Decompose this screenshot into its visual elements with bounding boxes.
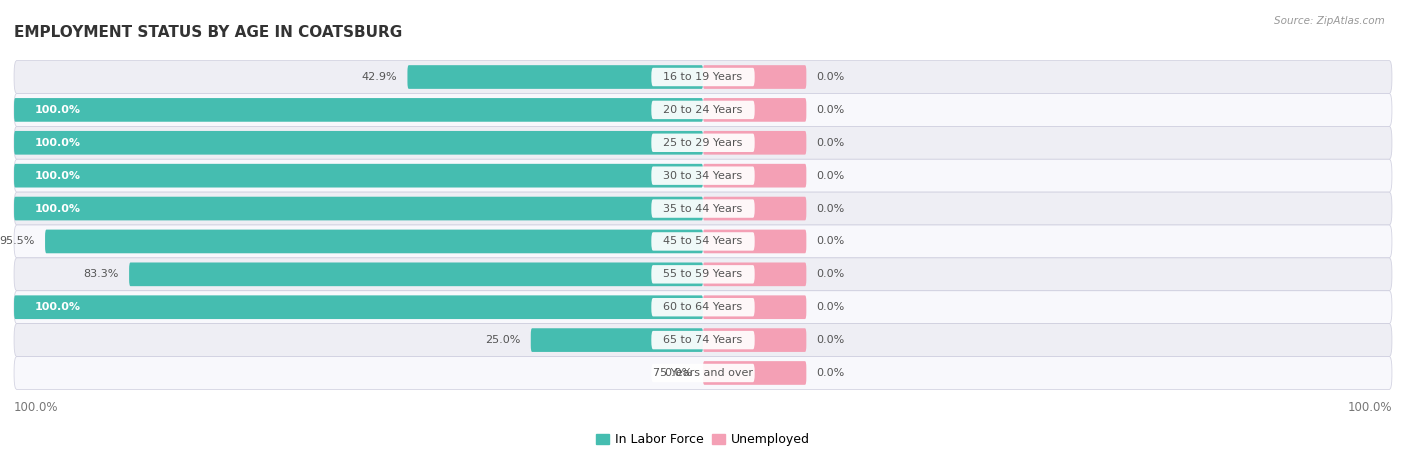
Text: EMPLOYMENT STATUS BY AGE IN COATSBURG: EMPLOYMENT STATUS BY AGE IN COATSBURG	[14, 25, 402, 40]
FancyBboxPatch shape	[703, 164, 807, 188]
Text: Source: ZipAtlas.com: Source: ZipAtlas.com	[1274, 16, 1385, 26]
Text: 0.0%: 0.0%	[817, 138, 845, 148]
Text: 30 to 34 Years: 30 to 34 Years	[664, 171, 742, 180]
FancyBboxPatch shape	[14, 324, 1392, 356]
FancyBboxPatch shape	[14, 126, 1392, 159]
FancyBboxPatch shape	[703, 361, 807, 385]
Text: 0.0%: 0.0%	[817, 368, 845, 378]
FancyBboxPatch shape	[14, 98, 703, 122]
FancyBboxPatch shape	[703, 98, 807, 122]
FancyBboxPatch shape	[14, 159, 1392, 192]
Text: 0.0%: 0.0%	[817, 72, 845, 82]
Text: 0.0%: 0.0%	[817, 335, 845, 345]
Text: 35 to 44 Years: 35 to 44 Years	[664, 203, 742, 214]
Text: 60 to 64 Years: 60 to 64 Years	[664, 302, 742, 312]
FancyBboxPatch shape	[14, 291, 1392, 324]
Text: 100.0%: 100.0%	[14, 401, 59, 414]
Text: 100.0%: 100.0%	[35, 138, 80, 148]
Text: 100.0%: 100.0%	[35, 203, 80, 214]
FancyBboxPatch shape	[14, 164, 703, 188]
FancyBboxPatch shape	[651, 199, 755, 218]
FancyBboxPatch shape	[14, 197, 703, 220]
Text: 0.0%: 0.0%	[665, 368, 693, 378]
FancyBboxPatch shape	[129, 262, 703, 286]
Text: 25.0%: 25.0%	[485, 335, 520, 345]
Text: 95.5%: 95.5%	[0, 236, 35, 247]
FancyBboxPatch shape	[651, 265, 755, 284]
FancyBboxPatch shape	[651, 232, 755, 251]
FancyBboxPatch shape	[703, 65, 807, 89]
Text: 0.0%: 0.0%	[817, 105, 845, 115]
FancyBboxPatch shape	[14, 131, 703, 155]
FancyBboxPatch shape	[651, 134, 755, 152]
Text: 16 to 19 Years: 16 to 19 Years	[664, 72, 742, 82]
FancyBboxPatch shape	[651, 68, 755, 86]
FancyBboxPatch shape	[703, 328, 807, 352]
FancyBboxPatch shape	[14, 295, 703, 319]
FancyBboxPatch shape	[703, 262, 807, 286]
FancyBboxPatch shape	[651, 298, 755, 316]
FancyBboxPatch shape	[408, 65, 703, 89]
Text: 65 to 74 Years: 65 to 74 Years	[664, 335, 742, 345]
Text: 0.0%: 0.0%	[817, 302, 845, 312]
FancyBboxPatch shape	[45, 230, 703, 253]
Text: 0.0%: 0.0%	[817, 236, 845, 247]
Text: 20 to 24 Years: 20 to 24 Years	[664, 105, 742, 115]
FancyBboxPatch shape	[14, 61, 1392, 94]
Text: 0.0%: 0.0%	[817, 171, 845, 180]
Text: 42.9%: 42.9%	[361, 72, 396, 82]
FancyBboxPatch shape	[14, 192, 1392, 225]
Text: 55 to 59 Years: 55 to 59 Years	[664, 270, 742, 279]
FancyBboxPatch shape	[651, 331, 755, 349]
FancyBboxPatch shape	[14, 225, 1392, 258]
Text: 100.0%: 100.0%	[1347, 401, 1392, 414]
FancyBboxPatch shape	[531, 328, 703, 352]
Text: 25 to 29 Years: 25 to 29 Years	[664, 138, 742, 148]
FancyBboxPatch shape	[703, 131, 807, 155]
Text: 0.0%: 0.0%	[817, 270, 845, 279]
FancyBboxPatch shape	[14, 258, 1392, 291]
Text: 100.0%: 100.0%	[35, 302, 80, 312]
FancyBboxPatch shape	[14, 356, 1392, 389]
Legend: In Labor Force, Unemployed: In Labor Force, Unemployed	[591, 428, 815, 450]
Text: 75 Years and over: 75 Years and over	[652, 368, 754, 378]
FancyBboxPatch shape	[703, 295, 807, 319]
Text: 45 to 54 Years: 45 to 54 Years	[664, 236, 742, 247]
FancyBboxPatch shape	[14, 94, 1392, 126]
Text: 100.0%: 100.0%	[35, 105, 80, 115]
Text: 83.3%: 83.3%	[83, 270, 118, 279]
FancyBboxPatch shape	[651, 101, 755, 119]
FancyBboxPatch shape	[703, 230, 807, 253]
FancyBboxPatch shape	[651, 166, 755, 185]
Text: 0.0%: 0.0%	[817, 203, 845, 214]
FancyBboxPatch shape	[651, 364, 755, 382]
Text: 100.0%: 100.0%	[35, 171, 80, 180]
FancyBboxPatch shape	[703, 197, 807, 220]
